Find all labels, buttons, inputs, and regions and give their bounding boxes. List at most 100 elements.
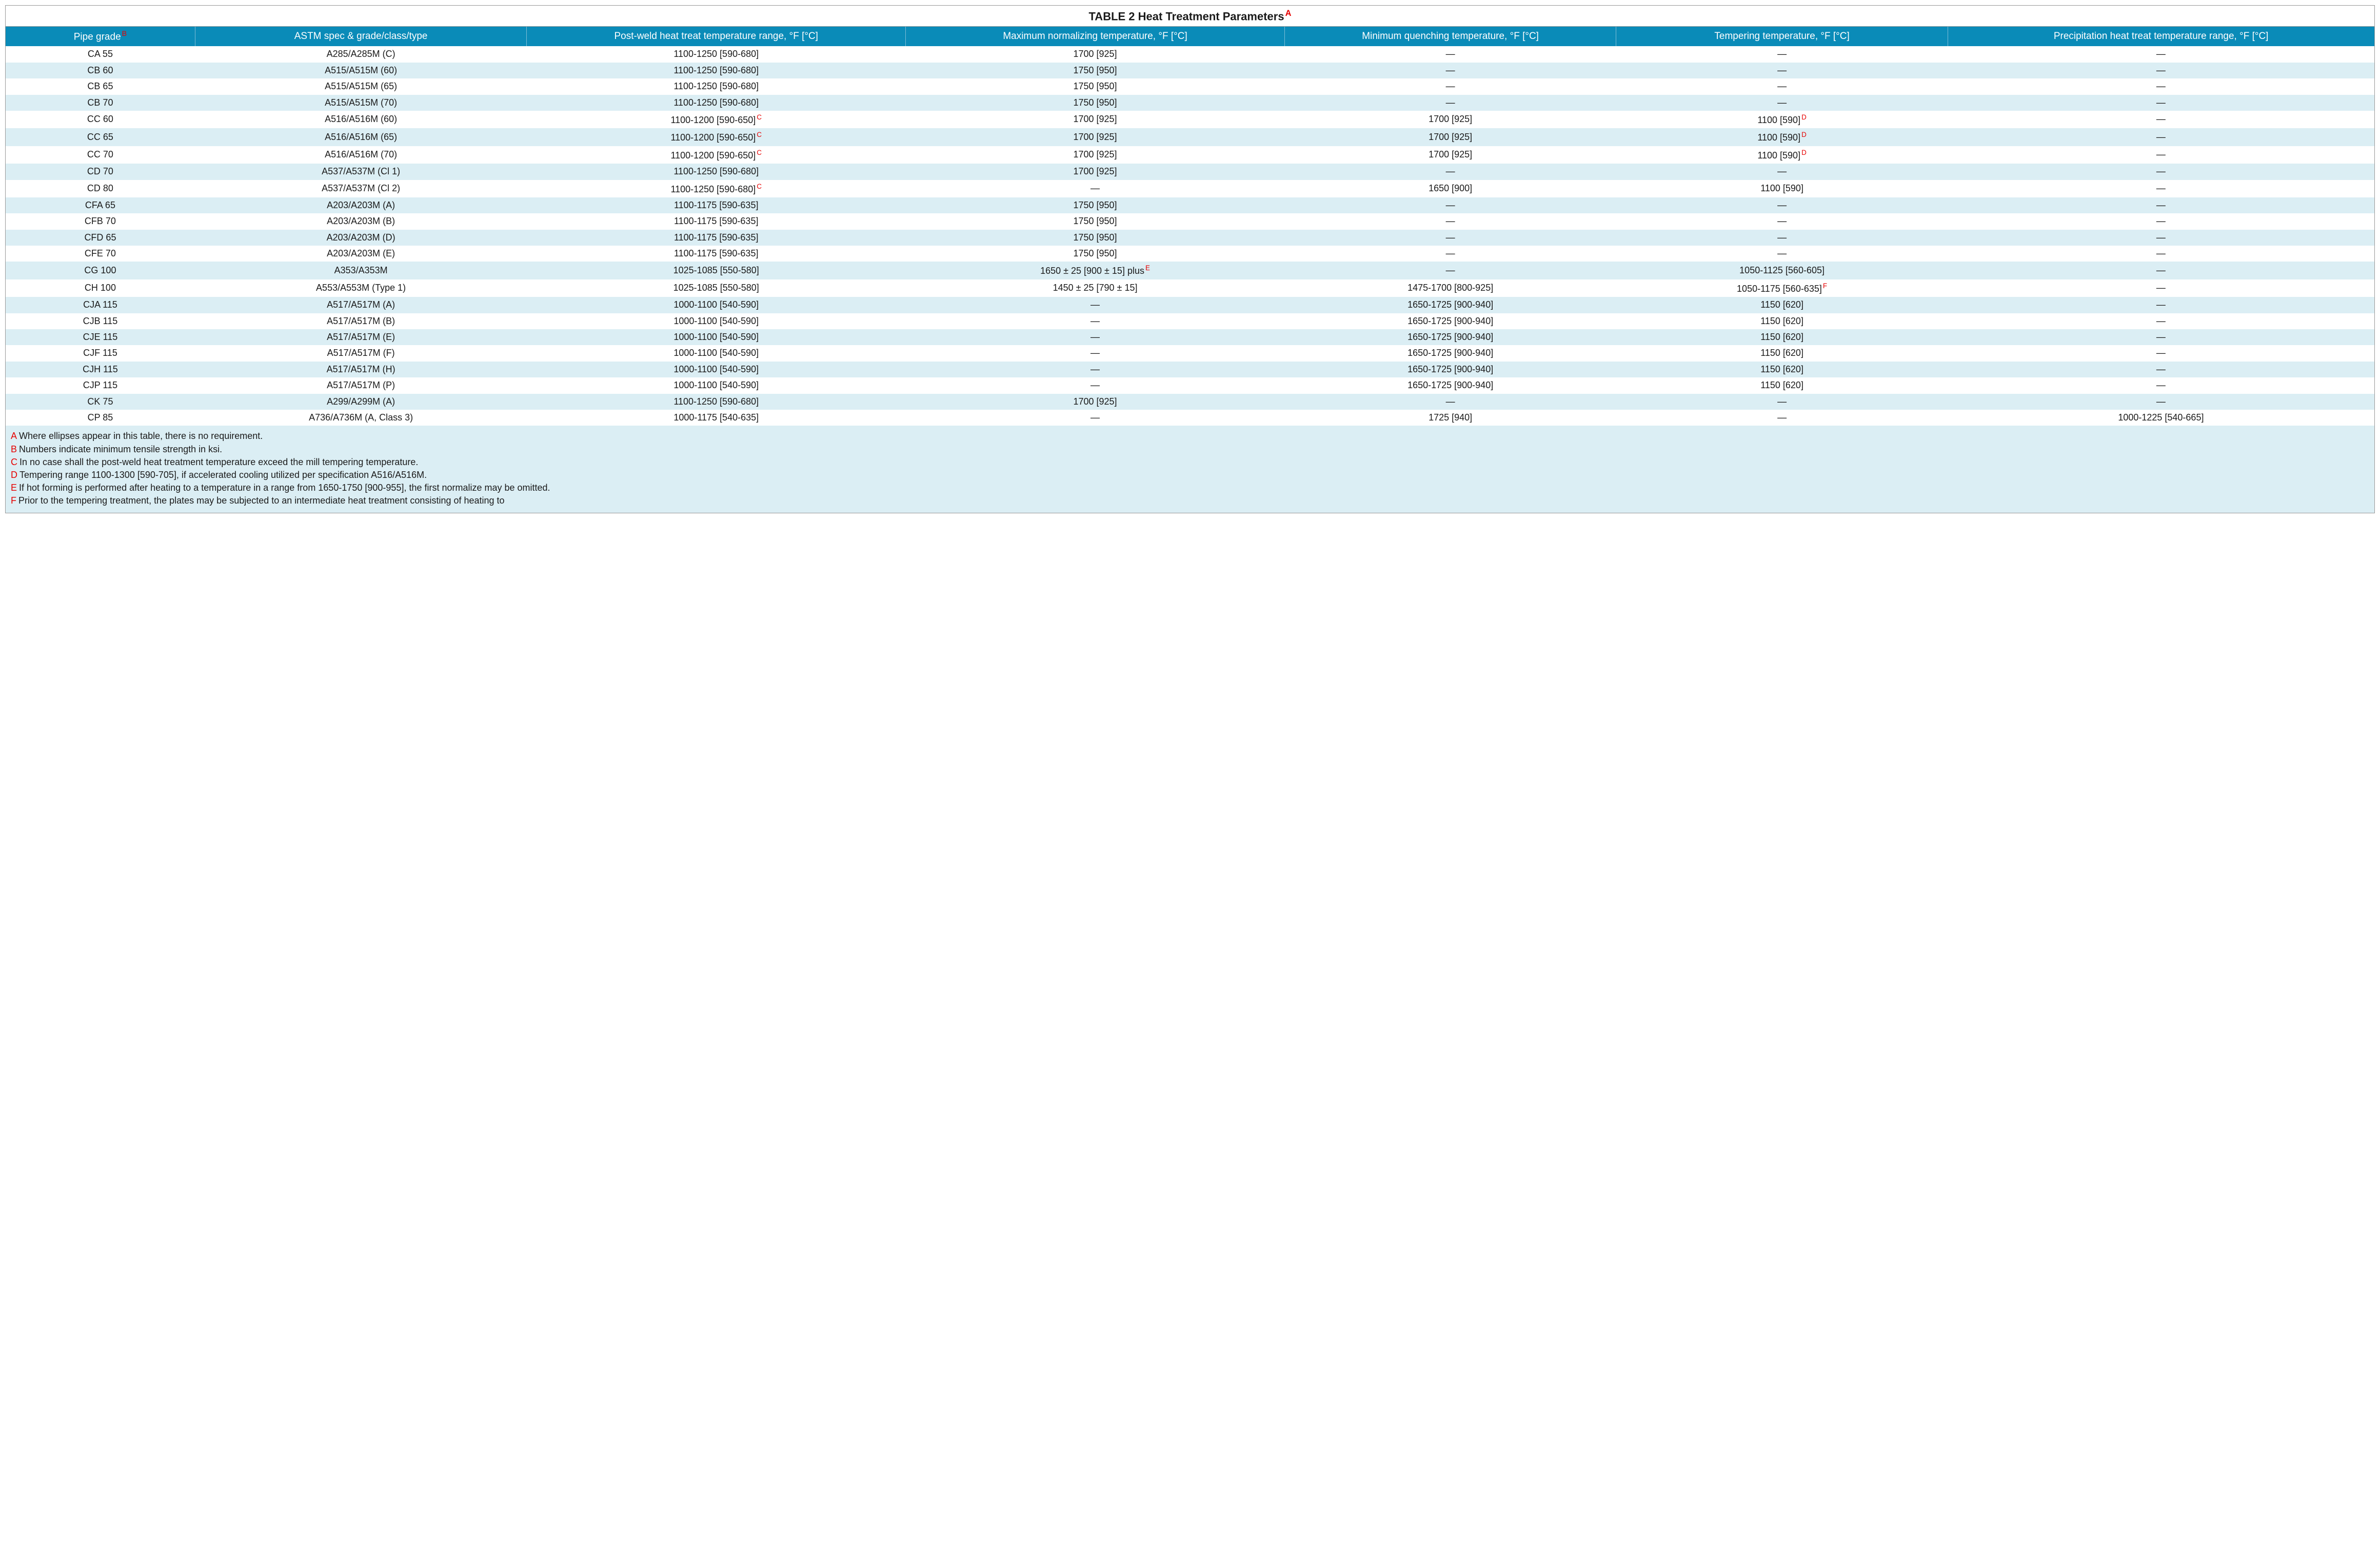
table-cell: CA 55 <box>6 46 195 62</box>
table-cell: CJB 115 <box>6 313 195 329</box>
table-cell: CFB 70 <box>6 213 195 229</box>
footnote-text: Where ellipses appear in this table, the… <box>19 431 263 441</box>
table-cell: CH 100 <box>6 279 195 297</box>
cell-text: 1100-1250 [590-680] <box>673 49 759 59</box>
table-row: CFD 65A203/A203M (D)1100-1175 [590-635]1… <box>6 230 2374 246</box>
table-cell: — <box>1948 362 2374 377</box>
table-cell: — <box>906 180 1285 197</box>
cell-text: 1050-1125 [560-605] <box>1739 265 1824 275</box>
table-cell: CFD 65 <box>6 230 195 246</box>
col-header-label: Pipe grade <box>74 32 121 43</box>
col-header-pipe-grade: Pipe gradeB <box>6 27 195 46</box>
table-row: CD 80A537/A537M (Cl 2)1100-1250 [590-680… <box>6 180 2374 197</box>
table-cell: — <box>1948 262 2374 279</box>
table-title: TABLE 2 Heat Treatment ParametersA <box>6 6 2374 27</box>
cell-text: 1750 [950] <box>1073 81 1117 91</box>
table-cell: 1100-1250 [590-680]C <box>527 180 906 197</box>
cell-text: A517/A517M (F) <box>327 348 395 358</box>
table-cell: — <box>1948 111 2374 128</box>
heat-treatment-table-container: TABLE 2 Heat Treatment ParametersA Pipe … <box>5 5 2375 513</box>
cell-text: 1750 [950] <box>1073 97 1117 108</box>
table-row: CJP 115 A517/A517M (P) 1000-1100 [540-590]… <box>6 377 2374 393</box>
cell-text: 1050-1175 [560-635] <box>1737 284 1822 294</box>
cell-text: 1000-1175 [540-635] <box>673 412 759 423</box>
cell-text: CJA 115 <box>83 299 117 310</box>
table-title-sup: A <box>1285 9 1292 18</box>
table-cell: 1650-1725 [900-940] <box>1284 362 1616 377</box>
table-cell: 1750 [950] <box>906 197 1285 213</box>
table-cell: — <box>1616 46 1948 62</box>
cell-text: 1100 [590] <box>1757 132 1800 143</box>
table-cell: A736/A736M (A, Class 3) <box>195 410 526 426</box>
table-row: CFE 70A203/A203M (E)1100-1175 [590-635]1… <box>6 246 2374 262</box>
cell-text: — <box>2156 316 2166 326</box>
table-cell: — <box>1616 410 1948 426</box>
table-cell: — <box>1948 46 2374 62</box>
table-cell: — <box>1284 230 1616 246</box>
cell-sup: E <box>1145 264 1150 272</box>
footnote-text: If hot forming is performed after heatin… <box>19 483 550 493</box>
table-cell: 1700 [925] <box>906 111 1285 128</box>
col-header-sup: B <box>122 30 127 38</box>
cell-text: — <box>2156 216 2166 226</box>
cell-text: CB 60 <box>87 65 113 75</box>
table-cell: CC 65 <box>6 128 195 146</box>
table-cell: 1650-1725 [900-940] <box>1284 345 1616 361</box>
cell-text: 1700 [925] <box>1073 114 1117 124</box>
cell-text: 1650 [900] <box>1429 183 1472 193</box>
table-cell: A353/A353M <box>195 262 526 279</box>
cell-text: 1700 [925] <box>1429 132 1472 142</box>
table-cell: — <box>1616 95 1948 111</box>
table-cell: 1650-1725 [900-940] <box>1284 377 1616 393</box>
footnote-line: CIn no case shall the post-weld heat tre… <box>11 456 2369 469</box>
cell-text: 1000-1225 [540-665] <box>2118 412 2204 423</box>
table-cell: 1000-1100 [540-590] <box>527 377 906 393</box>
table-cell: 1000-1100 [540-590] <box>527 297 906 313</box>
col-header-max-normalizing: Maximum normalizing temperature, °F [°C] <box>906 27 1285 46</box>
cell-text: A515/A515M (60) <box>325 65 397 75</box>
table-cell: CD 70 <box>6 164 195 179</box>
cell-text: A517/A517M (P) <box>327 380 395 390</box>
table-cell: A299/A299M (A) <box>195 394 526 410</box>
cell-text: 1450 ± 25 [790 ± 15] <box>1053 283 1138 293</box>
table-row: CJA 115A517/A517M (A)1000-1100 [540-590]… <box>6 297 2374 313</box>
footnote-text: Tempering range 1100-1300 [590-705], if … <box>19 470 427 480</box>
table-cell: 1450 ± 25 [790 ± 15] <box>906 279 1285 297</box>
table-cell: 1100-1250 [590-680] <box>527 164 906 179</box>
cell-text: 1700 [925] <box>1073 166 1117 176</box>
table-cell: CK 75 <box>6 394 195 410</box>
table-cell: 1025-1085 [550-580] <box>527 279 906 297</box>
table-row: CFB 70A203/A203M (B)1100-1175 [590-635]1… <box>6 213 2374 229</box>
table-cell: A537/A537M (Cl 2) <box>195 180 526 197</box>
cell-text: — <box>1446 200 1455 210</box>
cell-text: 1100-1200 [590-650] <box>670 150 756 161</box>
table-cell: — <box>1284 95 1616 111</box>
cell-text: 1150 [620] <box>1760 299 1803 310</box>
table-cell: CG 100 <box>6 262 195 279</box>
table-cell: — <box>1948 78 2374 94</box>
cell-text: 1700 [925] <box>1429 114 1472 124</box>
col-header-label: Tempering temperature, °F [°C] <box>1714 31 1849 42</box>
table-cell: 1000-1100 [540-590] <box>527 345 906 361</box>
cell-text: 1100-1250 [590-680] <box>673 81 759 91</box>
table-cell: A515/A515M (70) <box>195 95 526 111</box>
cell-text: — <box>2156 299 2166 310</box>
table-cell: 1000-1100 [540-590] <box>527 313 906 329</box>
cell-text: A285/A285M (C) <box>327 49 395 59</box>
table-cell: A203/A203M (E) <box>195 246 526 262</box>
cell-text: A203/A203M (A) <box>327 200 395 210</box>
cell-text: A517/A517M (B) <box>327 316 395 326</box>
table-cell: A517/A517M (H) <box>195 362 526 377</box>
table-cell: 1650-1725 [900-940] <box>1284 313 1616 329</box>
cell-text: — <box>1777 200 1787 210</box>
cell-text: CJP 115 <box>83 380 117 390</box>
cell-text: A516/A516M (65) <box>325 132 397 142</box>
cell-text: CB 65 <box>87 81 113 91</box>
table-cell: — <box>906 345 1285 361</box>
footnote-letter: D <box>11 470 17 480</box>
cell-text: CJH 115 <box>83 364 118 374</box>
table-row: CG 100A353/A353M1025-1085 [550-580]1650 … <box>6 262 2374 279</box>
cell-text: A203/A203M (D) <box>327 232 395 243</box>
table-cell: — <box>1948 329 2374 345</box>
table-row: CB 65A515/A515M (65)1100-1250 [590-680]1… <box>6 78 2374 94</box>
